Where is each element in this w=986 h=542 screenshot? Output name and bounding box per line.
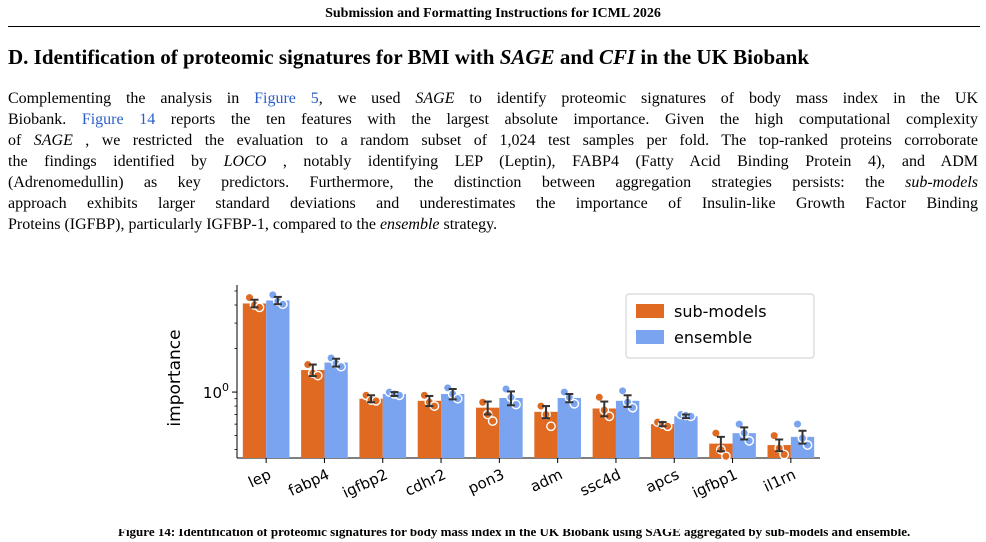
x-tick-labels: lep fabp4 igfbp2 cdhr2 pon3 adm ssc4d apcs igfbp… [245, 458, 799, 502]
sample-point [686, 411, 696, 422]
y-tick-label: 100 [203, 381, 229, 402]
bar-ssc4d-ensemble [615, 400, 640, 458]
bar-lep-ensemble [266, 300, 290, 458]
header-rule [8, 26, 980, 27]
x-tick-label-igfbp1: igfbp1 [690, 465, 741, 501]
sample-point [617, 385, 628, 396]
sample-point [371, 395, 381, 406]
bar-pon3-ensemble [499, 397, 523, 458]
sample-point [487, 416, 498, 426]
sample-point [594, 392, 605, 403]
bar-fabp4-sub-models [301, 370, 325, 458]
x-tick-label-adm: adm [528, 465, 566, 495]
sample-point [792, 419, 803, 430]
sample-point [710, 428, 721, 439]
figure-14-link[interactable]: Figure 14 [81, 111, 156, 128]
sample-point [744, 435, 755, 446]
x-tick-label-apcs: apcs [643, 465, 682, 496]
bar-cdhr2-sub-models [417, 400, 442, 458]
paragraph-line-2: Biobank. Figure 14 reports the ten featu… [8, 111, 979, 128]
y-axis-label: importance [165, 329, 185, 426]
sample-point [546, 421, 556, 432]
figure-5-link[interactable]: Figure 5 [254, 90, 319, 107]
legend-box [625, 293, 815, 359]
x-tick-label-cdhr2: cdhr2 [402, 465, 449, 499]
x-tick-label-il1rn: il1rn [761, 465, 799, 495]
paragraph-line-1: Complementing the analysis in Figure 5, … [8, 90, 979, 107]
bars [242, 289, 815, 462]
legend-label-ensemble: ensemble [674, 328, 752, 347]
bar-apcs-ensemble [674, 416, 698, 458]
sample-point [779, 449, 790, 460]
x-tick-label-fabp4: fabp4 [286, 465, 333, 500]
bar-lep-sub-models [242, 303, 267, 458]
legend-swatch-ensemble [636, 330, 664, 344]
x-tick-label-ssc4d: ssc4d [577, 465, 624, 499]
paragraph-line-3: of SAGE , we restricted the evaluation t… [8, 132, 978, 149]
paragraph-line-6: approach exhibits larger standard deviat… [8, 195, 978, 212]
sample-point [569, 398, 580, 409]
legend: sub-models ensemble [625, 293, 815, 359]
x-tick-label-pon3: pon3 [465, 465, 507, 497]
running-header: Submission and Formatting Instructions f… [325, 6, 661, 21]
x-tick-label-igfbp2: igfbp2 [340, 465, 391, 501]
section-title: D. Identification of proteomic signature… [8, 45, 810, 69]
paragraph-line-4: the findings identified by LOCO , notabl… [8, 153, 978, 170]
sample-point [720, 451, 731, 462]
bar-cdhr2-ensemble [441, 393, 465, 458]
bar-igfbp2-sub-models [359, 398, 383, 458]
sample-point [802, 440, 813, 450]
sample-point [734, 419, 745, 430]
x-tick-label-lep: lep [245, 465, 273, 491]
figure-caption: Figure 14: Identification of proteomic s… [118, 524, 911, 539]
bar-fabp4-ensemble [324, 362, 348, 458]
sample-point [769, 430, 780, 441]
bar-apcs-sub-models [650, 424, 675, 458]
paragraph-line-5: (Adrenomedullin) as key predictors. Furt… [8, 174, 978, 191]
bar-adm-ensemble [557, 397, 581, 458]
body-paragraph: Complementing the analysis in Figure 5, … [8, 88, 978, 235]
legend-swatch-sub-models [636, 304, 664, 318]
paragraph-line-7: Proteins (IGFBP), particularly IGFBP-1, … [8, 216, 498, 233]
bar-igfbp2-ensemble [382, 393, 407, 458]
legend-label-sub-models: sub-models [674, 302, 767, 321]
